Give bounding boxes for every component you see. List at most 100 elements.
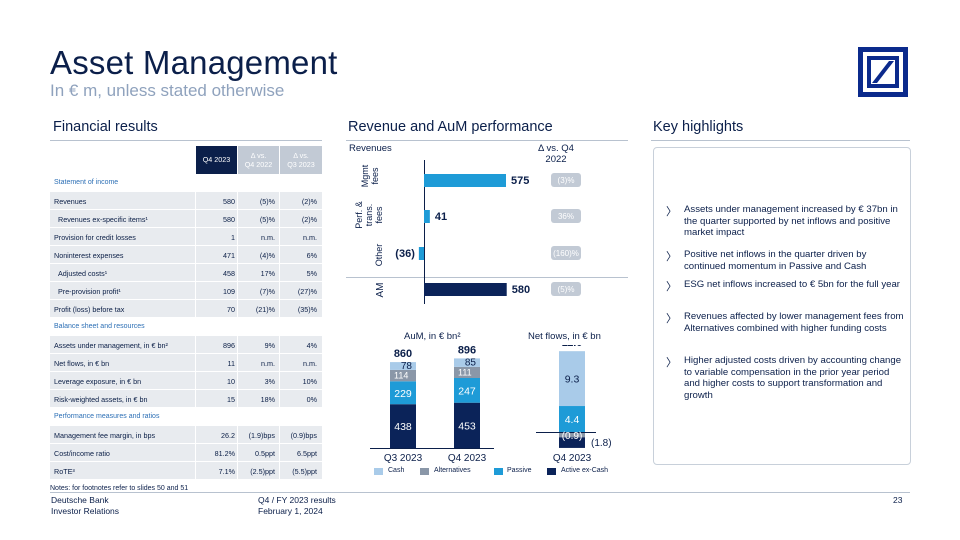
table-notes: Notes: for footnotes refer to slides 50 … bbox=[50, 485, 189, 492]
footer-report: Q4 / FY 2023 results February 1, 2024 bbox=[258, 495, 336, 516]
table-row: Profit (loss) before tax 70 (21)% (35)% bbox=[50, 300, 322, 317]
flows-value: 4.4 bbox=[565, 414, 580, 426]
row-value: 17% bbox=[260, 269, 275, 278]
bullet-chevron-icon: 〉 bbox=[666, 251, 677, 263]
row-label: Revenues ex-specific items¹ bbox=[58, 215, 148, 224]
revenue-value-label: 41 bbox=[435, 211, 447, 223]
bullet-chevron-icon: 〉 bbox=[666, 281, 677, 293]
table-row: Net flows, in € bn 11 n.m. n.m. bbox=[50, 354, 322, 371]
row-value: (2)% bbox=[301, 197, 317, 206]
revenue-bar bbox=[424, 174, 506, 187]
legend-swatch-passive bbox=[494, 468, 503, 475]
aum-segment-value: 229 bbox=[394, 388, 412, 400]
legend-cash: Cash bbox=[388, 467, 405, 474]
row-value: 81.2% bbox=[214, 449, 235, 458]
row-value: n.m. bbox=[261, 359, 275, 368]
row-label: Provision for credit losses bbox=[54, 233, 136, 242]
flows-value: 9.3 bbox=[565, 374, 580, 386]
row-value: (27)% bbox=[297, 287, 317, 296]
row-value: (35)% bbox=[297, 305, 317, 314]
row-value: 458 bbox=[223, 269, 235, 278]
aum-segment-value: 78 bbox=[401, 361, 413, 372]
section-divider bbox=[346, 140, 628, 141]
highlight-item: ESG net inflows increased to € 5bn for t… bbox=[684, 279, 900, 290]
row-value: 15 bbox=[227, 395, 235, 404]
table-row: Revenues ex-specific items¹ 580 (5)% (2)% bbox=[50, 210, 322, 227]
row-label: Pre-provision profit¹ bbox=[58, 287, 121, 296]
flows-segment-cash bbox=[559, 351, 585, 407]
aum-segment-alternatives bbox=[454, 366, 480, 378]
row-value: 580 bbox=[223, 197, 235, 206]
row-value: n.m. bbox=[303, 359, 317, 368]
footer-divider bbox=[50, 492, 910, 493]
revenue-bar bbox=[424, 283, 507, 296]
row-value: n.m. bbox=[303, 233, 317, 242]
row-value: 471 bbox=[223, 251, 235, 260]
row-value: 5% bbox=[306, 269, 317, 278]
table-row: RoTE³ 7.1% (2.5)ppt (5.5)ppt bbox=[50, 462, 322, 479]
section-divider bbox=[651, 140, 910, 141]
section-balance-sheet: Balance sheet and resources bbox=[54, 323, 145, 330]
delta-value: (3)% bbox=[558, 176, 575, 185]
legend-alternatives: Alternatives bbox=[434, 467, 471, 474]
revenue-value-label: 575 bbox=[511, 175, 529, 187]
revenue-bar-chart: 575 (3)% 41 36% (36) (160)% 580 (5)% bbox=[395, 173, 581, 296]
legend-swatch-alternatives bbox=[420, 468, 429, 475]
row-value: (1.9)bps bbox=[248, 431, 275, 440]
row-value: 1 bbox=[231, 233, 235, 242]
row-value: 10 bbox=[227, 377, 235, 386]
table-header-delta-q3-2023: Δ vs. Q3 2023 bbox=[280, 146, 322, 174]
row-label: Net flows, in € bn bbox=[54, 359, 110, 368]
row-value: 6.5ppt bbox=[297, 449, 317, 458]
aum-segment-value: 247 bbox=[458, 385, 476, 397]
row-value: 0.5ppt bbox=[255, 449, 275, 458]
row-value: 6% bbox=[306, 251, 317, 260]
revenue-value-label: (36) bbox=[395, 248, 415, 260]
section-performance: Performance measures and ratios bbox=[54, 413, 160, 420]
flows-segment-alternatives bbox=[559, 432, 585, 438]
section-revenue-aum: Revenue and AuM performance bbox=[348, 119, 553, 135]
row-label: Profit (loss) before tax bbox=[54, 305, 125, 314]
flows-category-label: Q4 2023 bbox=[553, 453, 592, 464]
row-value: (7)% bbox=[259, 287, 275, 296]
aum-total: 860 bbox=[394, 348, 412, 360]
row-value: (5)% bbox=[259, 215, 275, 224]
table-row: Cost/income ratio 81.2% 0.5ppt 6.5ppt bbox=[50, 444, 322, 461]
row-value: 11 bbox=[227, 359, 235, 368]
highlights-box bbox=[653, 147, 911, 465]
delta-value: (5)% bbox=[558, 285, 575, 294]
aum-segment-value: 453 bbox=[458, 420, 476, 432]
highlight-item: Higher adjusted costs driven by accounti… bbox=[684, 355, 902, 401]
row-label: Adjusted costs¹ bbox=[58, 269, 108, 278]
revenue-bar bbox=[418, 247, 424, 260]
revenue-bar bbox=[424, 210, 430, 223]
row-value: 70 bbox=[227, 305, 235, 314]
row-value: 580 bbox=[223, 215, 235, 224]
row-value: (5.5)ppt bbox=[292, 467, 317, 476]
delta-pill bbox=[551, 246, 581, 260]
section-statement-of-income: Statement of income bbox=[54, 179, 119, 186]
net-flows-title: Net flows, in € bn bbox=[528, 331, 601, 342]
revenue-divider bbox=[346, 277, 628, 278]
row-value: 4% bbox=[306, 341, 317, 350]
row-value: (21)% bbox=[255, 305, 275, 314]
revenue-value-label: 580 bbox=[512, 284, 530, 296]
delta-pill bbox=[551, 173, 581, 187]
aum-segment-cash bbox=[454, 358, 480, 367]
revenue-axis bbox=[424, 160, 425, 304]
aum-category-label: Q4 2023 bbox=[448, 453, 487, 464]
aum-segment-value: 114 bbox=[394, 371, 408, 381]
aum-segment-value: 111 bbox=[458, 367, 472, 377]
table-row: Assets under management, in € bn² 896 9% 4% bbox=[50, 336, 322, 353]
legend-passive: Passive bbox=[507, 467, 532, 474]
highlight-item: Revenues affected by lower management fe… bbox=[684, 311, 904, 334]
row-value: 26.2 bbox=[221, 431, 235, 440]
section-key-highlights: Key highlights bbox=[653, 119, 744, 135]
table-row: Noninterest expenses 471 (4)% 6% bbox=[50, 246, 322, 263]
legend-active-ex-cash: Active ex-Cash bbox=[561, 467, 609, 474]
row-value: 109 bbox=[223, 287, 235, 296]
table-row: Leverage exposure, in € bn 10 3% 10% bbox=[50, 372, 322, 389]
table-header-q4-2023: Q4 2023 bbox=[196, 146, 237, 174]
flows-segment-passive bbox=[559, 406, 585, 432]
